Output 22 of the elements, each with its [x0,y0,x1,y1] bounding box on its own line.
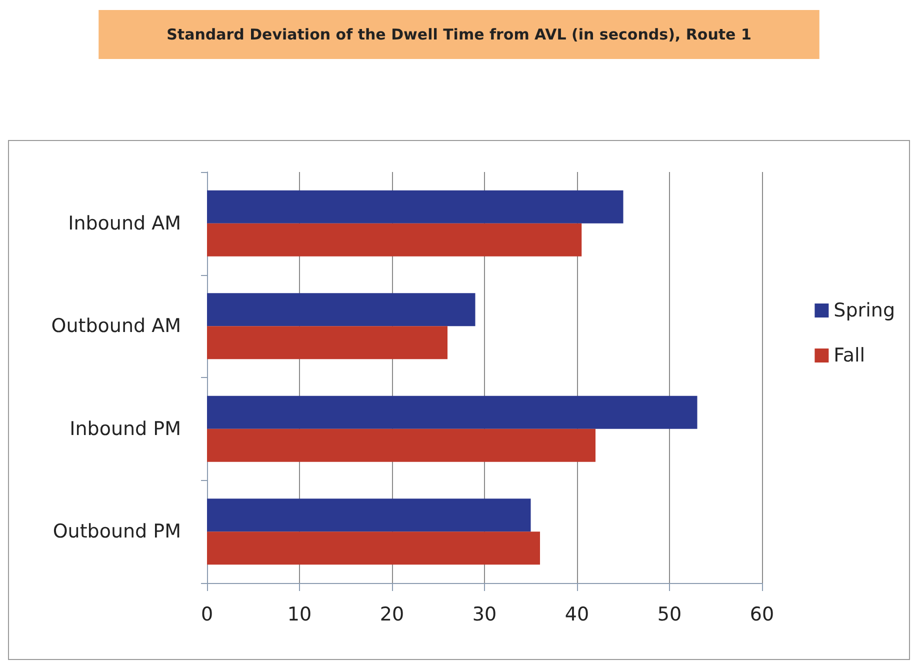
y-tick-label: Outbound PM [52,520,181,543]
bar [207,396,698,429]
x-tick-label: 50 [657,604,682,626]
bar [207,293,476,326]
chart-title: Standard Deviation of the Dwell Time from AVL (in seconds), Route 1 [166,26,752,44]
x-tick-label: 10 [287,604,312,626]
bar [207,190,624,224]
y-tick-label: Outbound AM [51,315,181,338]
bar [207,498,531,532]
x-tick-label: 30 [472,604,497,626]
legend-label: Spring [834,300,896,322]
y-tick-label: Inbound AM [68,212,181,234]
bar [207,223,582,256]
x-tick-label: 40 [564,604,590,626]
bar [207,532,540,565]
y-tick-label: Inbound PM [70,418,181,440]
bar [207,428,596,462]
x-tick-label: 60 [750,604,774,626]
legend-label: Fall [834,344,866,366]
x-tick-label: 0 [200,604,214,626]
bar [207,326,448,360]
x-tick-label: 20 [380,604,404,626]
